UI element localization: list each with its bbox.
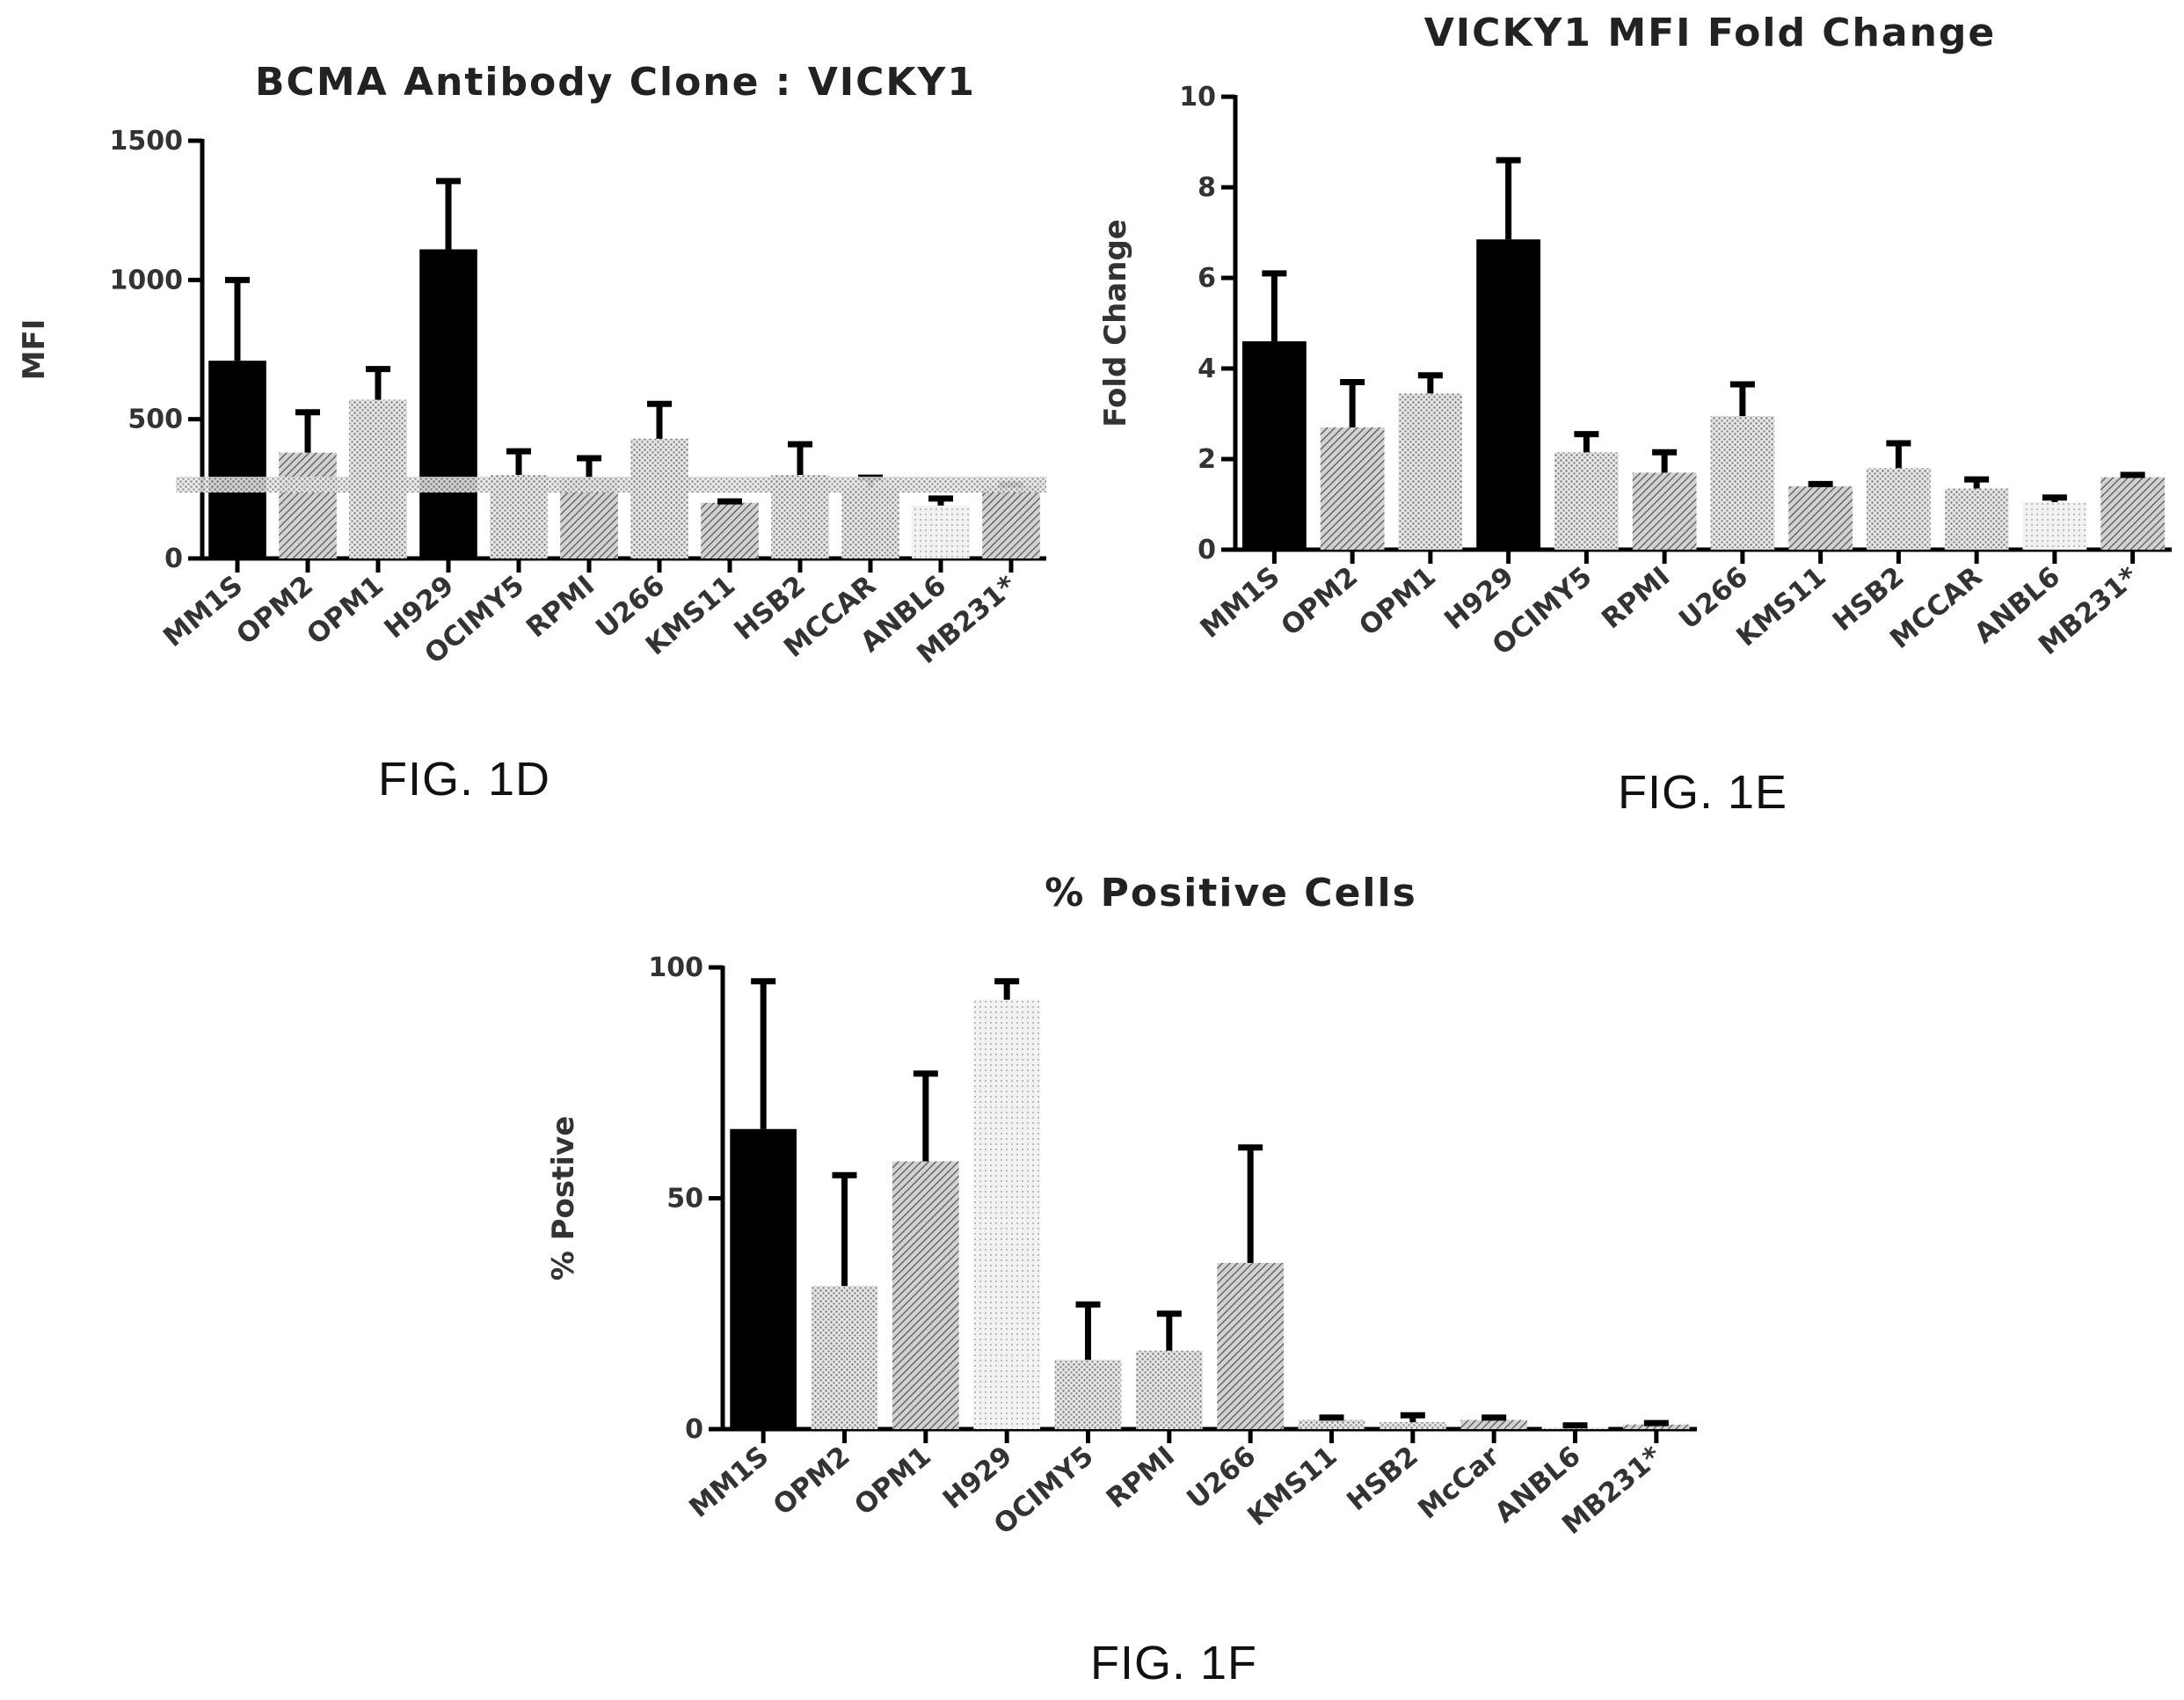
x-tick-label: MM1S bbox=[683, 1441, 775, 1524]
bar-hsb2 bbox=[1866, 468, 1931, 550]
y-tick-label: 0 bbox=[685, 1414, 703, 1445]
y-tick-label: 500 bbox=[127, 405, 183, 435]
bar-rpmi bbox=[1632, 472, 1697, 550]
bar-mm1s bbox=[730, 1128, 797, 1429]
x-tick-label: RPMI bbox=[521, 570, 601, 645]
y-tick-label: 1000 bbox=[110, 265, 184, 295]
bar-mb231 bbox=[2100, 477, 2166, 550]
y-tick-label: 6 bbox=[1198, 263, 1216, 294]
bar-opm1 bbox=[1398, 393, 1463, 550]
x-tick-label: HSB2 bbox=[1341, 1441, 1424, 1518]
bar-mb231 bbox=[982, 485, 1040, 558]
bar-hsb2 bbox=[1379, 1422, 1446, 1429]
bar-mm1s bbox=[1241, 341, 1307, 550]
bar-u266 bbox=[630, 438, 688, 558]
x-tick-label: RPMI bbox=[1596, 561, 1676, 636]
x-tick-label: OPM1 bbox=[301, 570, 389, 652]
x-tick-label: MM1S bbox=[157, 570, 249, 653]
bar-u266 bbox=[1217, 1263, 1285, 1429]
bar-kms11 bbox=[701, 502, 759, 558]
bar-ocimy5 bbox=[1054, 1360, 1122, 1429]
y-tick-label: 2 bbox=[1198, 444, 1216, 475]
y-axis-label: Fold Change bbox=[1098, 219, 1133, 427]
bar-mb231 bbox=[1622, 1424, 1690, 1429]
x-tick-label: RPMI bbox=[1101, 1441, 1181, 1515]
bar-mm1s bbox=[208, 361, 266, 558]
chart-title: VICKY1 MFI Fold Change bbox=[1424, 11, 1997, 55]
bar-opm2 bbox=[279, 452, 337, 558]
bar-anbl6 bbox=[2022, 501, 2087, 550]
y-tick-label: 8 bbox=[1198, 172, 1216, 203]
figure-caption-1d: FIG. 1D bbox=[378, 753, 551, 806]
bar-anbl6 bbox=[912, 505, 970, 558]
x-tick-label: KMS11 bbox=[1241, 1441, 1343, 1533]
chart-panel-1e: VICKY1 MFI Fold Change Fold Change 0 2 4 6 8 10… bbox=[1098, 11, 2172, 661]
bar-ocimy5 bbox=[1554, 452, 1619, 550]
y-tick-label: 1500 bbox=[110, 126, 184, 157]
bar-h929 bbox=[419, 249, 477, 558]
y-tick-label: 50 bbox=[666, 1184, 703, 1215]
y-tick-label: 0 bbox=[164, 544, 183, 574]
x-tick-label: OPM2 bbox=[768, 1441, 856, 1522]
bar-u266 bbox=[1710, 416, 1775, 550]
y-tick-label: 0 bbox=[1198, 535, 1216, 565]
bar-kms11 bbox=[1298, 1419, 1365, 1429]
bar-rpmi bbox=[1135, 1350, 1203, 1429]
figure-caption-1e: FIG. 1E bbox=[1618, 766, 1788, 819]
y-tick-label: 100 bbox=[648, 952, 703, 983]
x-tick-label: OPM2 bbox=[230, 570, 319, 652]
x-tick-label: MM1S bbox=[1194, 561, 1285, 645]
x-tick-label: OPM2 bbox=[1275, 561, 1364, 643]
bar-mccar bbox=[1460, 1419, 1528, 1429]
bar-kms11 bbox=[1788, 485, 1853, 550]
chart-panel-1d: BCMA Antibody Clone : VICKY1 MFI 0 500 1000 1… bbox=[17, 60, 1046, 670]
figure-caption-1f: FIG. 1F bbox=[1090, 1637, 1258, 1689]
x-tick-label: OPM1 bbox=[1353, 561, 1442, 643]
bar-mccar bbox=[1944, 488, 2009, 550]
reference-line bbox=[176, 477, 1046, 493]
chart-panel-1f: % Positive Cells % Postive 0 50 100 MM1SOPM2O… bbox=[546, 871, 1697, 1541]
bar-opm1 bbox=[892, 1161, 959, 1429]
bar-h929 bbox=[1476, 239, 1541, 550]
y-axis-label: MFI bbox=[17, 319, 52, 381]
bar-mccar bbox=[841, 487, 899, 558]
x-tick-label: OPM1 bbox=[848, 1441, 937, 1522]
chart-title: % Positive Cells bbox=[1045, 871, 1417, 916]
bar-h929 bbox=[973, 999, 1041, 1429]
chart-title: BCMA Antibody Clone : VICKY1 bbox=[255, 60, 976, 105]
bar-opm2 bbox=[1320, 427, 1385, 550]
bar-opm2 bbox=[811, 1286, 878, 1429]
x-tick-label: KMS11 bbox=[1730, 561, 1831, 653]
y-tick-label: 10 bbox=[1179, 82, 1216, 113]
y-axis-label: % Postive bbox=[546, 1116, 581, 1281]
y-tick-label: 4 bbox=[1198, 354, 1216, 384]
x-tick-label: McCar bbox=[1412, 1440, 1506, 1526]
